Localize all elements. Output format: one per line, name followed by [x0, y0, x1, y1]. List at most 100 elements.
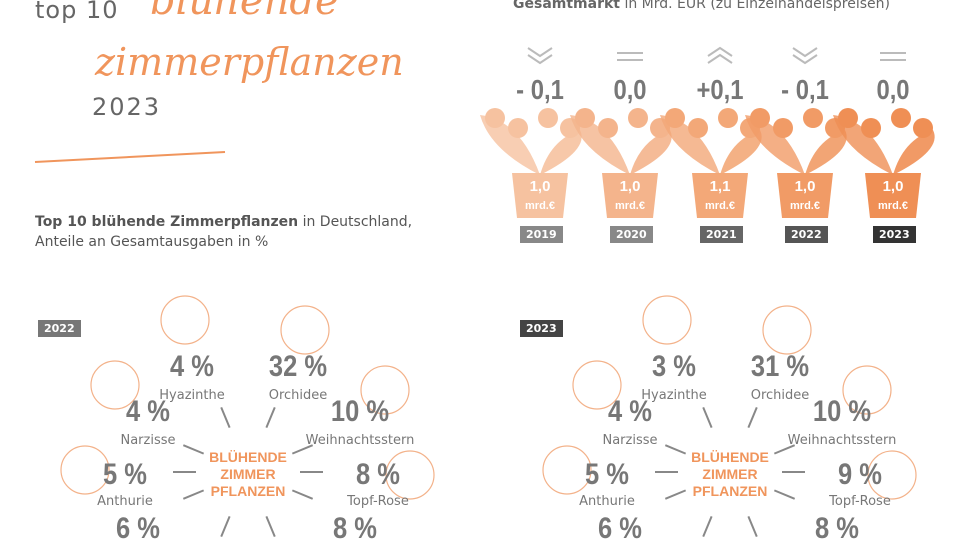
- leaf: [630, 130, 672, 175]
- leaf: [720, 130, 762, 175]
- leaf: [540, 130, 582, 175]
- plant-name: Anthurie: [97, 494, 153, 509]
- intro-text: in Deutschland,: [302, 214, 413, 230]
- flower: [803, 108, 823, 128]
- market-title-rest: in Mrd. EUR (zu Einzelhandelspreisen): [624, 0, 890, 12]
- plant-name: Orchidee: [750, 388, 810, 403]
- pot: [512, 173, 568, 218]
- year-label: 2023: [873, 226, 916, 243]
- plant-illustration: [542, 445, 592, 495]
- share-value: 4 %: [608, 395, 652, 428]
- ray: [220, 515, 231, 538]
- plant-illustration: [867, 450, 917, 500]
- panel-year: 2022: [38, 320, 81, 337]
- title-year: 2023: [92, 93, 162, 121]
- flower: [538, 108, 558, 128]
- pot-value: 1,1: [709, 178, 731, 195]
- market-title: Gesamtmarkt in Mrd. EUR (zu Einzelhandel…: [513, 0, 890, 12]
- leaf: [570, 115, 630, 175]
- chevron-icon: [707, 46, 733, 57]
- share-value: 8 %: [333, 512, 377, 540]
- chevron-icon: [527, 47, 553, 58]
- title-top: top 10: [35, 0, 119, 24]
- pot-value: 1,0: [794, 178, 816, 195]
- plant-illustration: [762, 305, 812, 355]
- chevron-icon: [527, 54, 553, 65]
- pot-value: 1,0: [619, 178, 641, 195]
- plant-name: Hyazinthe: [159, 388, 225, 403]
- ray: [220, 406, 231, 429]
- flower: [628, 108, 648, 128]
- plant-name: Orchidee: [268, 388, 328, 403]
- plant-illustration: [572, 360, 622, 410]
- center-line: ZIMMER: [220, 466, 276, 482]
- leaf: [480, 115, 540, 175]
- share-value: 6 %: [116, 512, 160, 540]
- ray: [747, 515, 758, 538]
- share-value: 3 %: [652, 350, 696, 383]
- plant-name: Narzisse: [602, 433, 658, 448]
- share-value: 9 %: [838, 458, 882, 491]
- intro: Top 10 blühende Zimmerpflanzen in Deutsc…: [35, 212, 412, 252]
- chevron-icon: [792, 54, 818, 65]
- center-line: PFLANZEN: [210, 483, 286, 499]
- share-value: 6 %: [598, 512, 642, 540]
- intro-bold: Top 10 blühende Zimmerpflanzen: [35, 214, 299, 230]
- panel-year: 2023: [520, 320, 563, 337]
- leaf: [833, 115, 893, 175]
- share-value: 10 %: [812, 395, 872, 428]
- ray: [773, 444, 796, 455]
- center-label: BLÜHENDE ZIMMER PFLANZEN: [691, 449, 769, 500]
- center-label: BLÜHENDE ZIMMER PFLANZEN: [209, 449, 287, 500]
- title-script: zimmerpflanzen: [95, 40, 404, 84]
- leaf: [660, 115, 720, 175]
- plant-illustration: [280, 305, 330, 355]
- change-value: 0,0: [613, 74, 647, 105]
- share-value: 8 %: [815, 512, 859, 540]
- intro-text: Anteile an Gesamtausgaben in %: [35, 234, 269, 250]
- chevron-icon: [707, 53, 733, 64]
- flower: [688, 118, 708, 138]
- flower: [838, 108, 858, 128]
- share-value: 31 %: [750, 350, 810, 383]
- plant-name: Hyazinthe: [641, 388, 707, 403]
- leaf: [745, 115, 805, 175]
- change-value: - 0,1: [516, 74, 564, 105]
- market-title-bold: Gesamtmarkt: [513, 0, 620, 12]
- center-line: BLÜHENDE: [691, 449, 769, 465]
- flower: [665, 108, 685, 128]
- plant-name: Weihnachtsstern: [787, 433, 897, 448]
- flower: [861, 118, 881, 138]
- plant-illustration: [385, 450, 435, 500]
- plant-illustration: [60, 445, 110, 495]
- ray: [664, 489, 687, 500]
- plant-illustration: [360, 365, 410, 415]
- center-line: PFLANZEN: [692, 483, 768, 499]
- share-value: 5 %: [103, 458, 147, 491]
- flower: [750, 108, 770, 128]
- plant-illustration: [842, 365, 892, 415]
- ray: [291, 444, 314, 455]
- pot: [865, 173, 921, 218]
- plant-illustration: [90, 360, 140, 410]
- plant-name: Weihnachtsstern: [305, 433, 415, 448]
- flower: [575, 108, 595, 128]
- pot-unit: mrd.€: [705, 200, 735, 212]
- pot-unit: mrd.€: [615, 200, 645, 212]
- flower: [891, 108, 911, 128]
- pot: [777, 173, 833, 218]
- share-value: 4 %: [170, 350, 214, 383]
- year-label: 2021: [700, 226, 743, 243]
- chevron-icon: [792, 47, 818, 58]
- plant-illustration: [642, 295, 692, 345]
- share-value: 10 %: [330, 395, 390, 428]
- share-value: 32 %: [268, 350, 328, 383]
- pot-unit: mrd.€: [525, 200, 555, 212]
- plant-name: Topf-Rose: [829, 494, 891, 509]
- ray: [702, 406, 713, 429]
- pot: [692, 173, 748, 218]
- plant-name: Topf-Rose: [347, 494, 409, 509]
- ray: [747, 406, 758, 429]
